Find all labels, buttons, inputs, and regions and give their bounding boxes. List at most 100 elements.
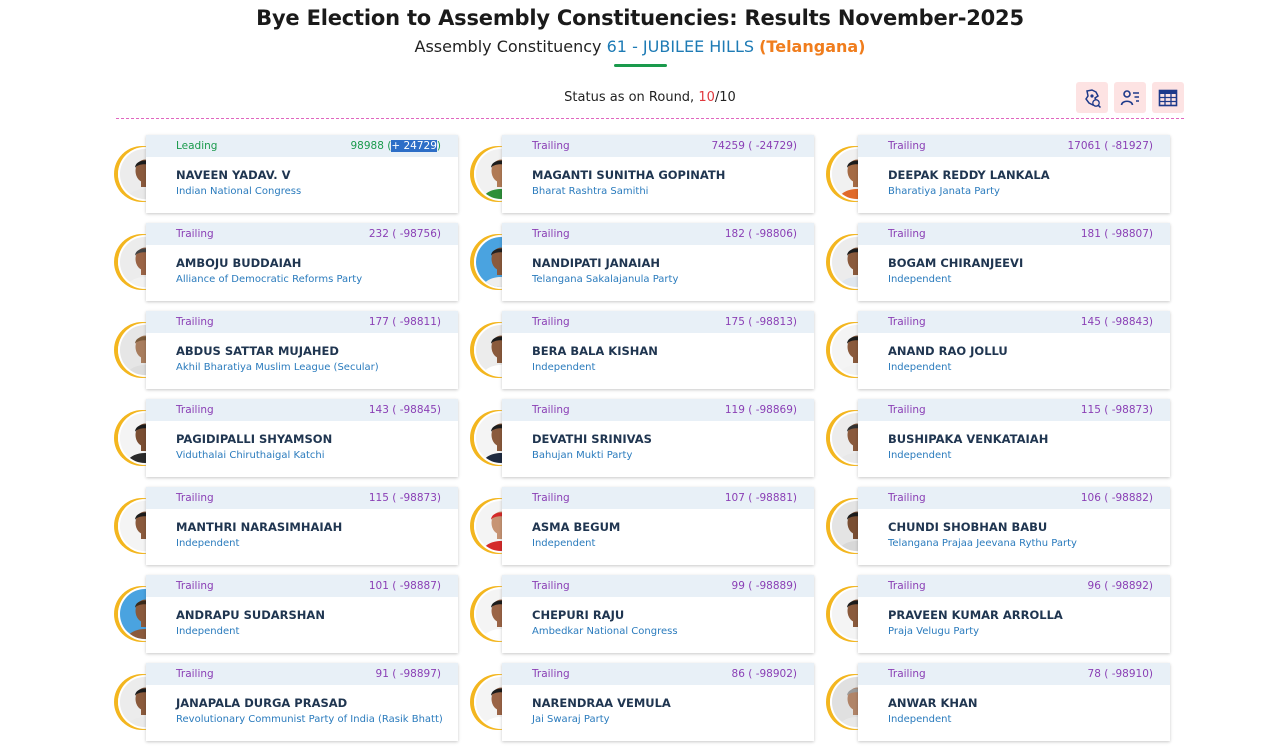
photo-ring [114,322,170,378]
candidate-list-icon [1120,89,1139,105]
candidate-margin-wrap: (+ 24729) [387,140,441,152]
candidate-info-panel: Trailing 74259 ( -24729) MAGANTI SUNITHA… [502,135,814,213]
candidate-status-bar: Trailing 175 ( -98813) [502,311,814,333]
candidate-card[interactable]: Trailing 106 ( -98882) CHUNDI SHOBHAN BA… [826,487,1170,565]
candidate-info-panel: Trailing 101 ( -98887) ANDRAPU SUDARSHAN… [146,575,458,653]
candidate-card[interactable]: Trailing 232 ( -98756) AMBOJU BUDDAIAH A… [114,223,458,301]
candidate-name: BOGAM CHIRANJEEVI [888,256,1024,270]
candidate-card[interactable]: Trailing 96 ( -98892) PRAVEEN KUMAR ARRO… [826,575,1170,653]
candidate-card[interactable]: Trailing 181 ( -98807) BOGAM CHIRANJEEVI… [826,223,1170,301]
candidate-margin-wrap: ( -98902) [748,668,797,680]
candidate-name: AMBOJU BUDDAIAH [176,256,302,270]
candidate-margin-wrap: ( -98892) [1104,580,1153,592]
candidate-card[interactable]: Trailing 115 ( -98873) BUSHIPAKA VENKATA… [826,399,1170,477]
photo-ring [826,410,882,466]
candidate-card[interactable]: Trailing 143 ( -98845) PAGIDIPALLI SHYAM… [114,399,458,477]
candidate-margin: -98756 [396,228,437,240]
status-bar: Status as on Round, 10/10 [116,82,1184,119]
candidate-info-panel: Trailing 182 ( -98806) NANDIPATI JANAIAH… [502,223,814,301]
round-status: Status as on Round, 10/10 [116,90,1184,105]
candidate-card[interactable]: Trailing 145 ( -98843) ANAND RAO JOLLU I… [826,311,1170,389]
candidate-card[interactable]: Trailing 119 ( -98869) DEVATHI SRINIVAS … [470,399,814,477]
candidate-margin: -98887 [396,580,437,592]
candidate-margin: -98806 [752,228,793,240]
candidate-margin-wrap: ( -98873) [1104,404,1153,416]
candidate-margin-wrap: ( -98889) [748,580,797,592]
candidate-status-bar: Trailing 106 ( -98882) [858,487,1170,509]
candidate-margin: -98910 [1108,668,1149,680]
candidate-margin-wrap: ( -98897) [392,668,441,680]
candidate-votes-line: 175 ( -98813) [725,316,797,328]
candidate-card[interactable]: Leading 98988 (+ 24729) NAVEEN YADAV. V … [114,135,458,213]
candidate-name: PAGIDIPALLI SHYAMSON [176,432,333,446]
candidate-party: Independent [176,538,240,549]
candidate-name: CHEPURI RAJU [532,608,625,622]
candidate-votes: 115 [368,492,389,504]
candidate-votes: 115 [1080,404,1101,416]
candidate-card[interactable]: Trailing 91 ( -98897) JANAPALA DURGA PRA… [114,663,458,741]
candidate-votes-line: 115 ( -98873) [1081,404,1153,416]
photo-ring [470,146,526,202]
photo-ring [470,674,526,730]
photo-ring [470,586,526,642]
title-underline [613,64,667,67]
candidate-votes: 177 [368,316,389,328]
photo-ring [114,498,170,554]
candidate-name: NAVEEN YADAV. V [176,168,291,182]
candidate-card[interactable]: Trailing 78 ( -98910) ANWAR KHAN Indepen… [826,663,1170,741]
candidate-margin: -98813 [752,316,793,328]
candidate-status-bar: Trailing 232 ( -98756) [146,223,458,245]
candidate-card[interactable]: Trailing 74259 ( -24729) MAGANTI SUNITHA… [470,135,814,213]
candidate-votes: 101 [368,580,389,592]
candidate-info-panel: Trailing 86 ( -98902) NARENDRAA VEMULA J… [502,663,814,741]
candidate-margin: -24729 [752,140,793,152]
candidate-info-panel: Trailing 96 ( -98892) PRAVEEN KUMAR ARRO… [858,575,1170,653]
candidate-margin: -98897 [396,668,437,680]
candidate-card[interactable]: Trailing 101 ( -98887) ANDRAPU SUDARSHAN… [114,575,458,653]
candidate-status: Trailing [532,228,570,240]
candidate-card[interactable]: Trailing 107 ( -98881) ASMA BEGUM Indepe… [470,487,814,565]
total-rounds: 10 [719,90,736,105]
candidate-votes: 74259 [711,140,745,152]
candidate-status: Trailing [176,316,214,328]
view-toolbar [1076,82,1184,113]
candidate-status-bar: Trailing 181 ( -98807) [858,223,1170,245]
candidate-status-bar: Trailing 177 ( -98811) [146,311,458,333]
candidate-party: Revolutionary Communist Party of India (… [176,714,443,725]
candidate-votes-line: 181 ( -98807) [1081,228,1153,240]
candidate-votes-line: 91 ( -98897) [376,668,441,680]
candidate-margin-wrap: ( -24729) [748,140,797,152]
candidate-party: Bharatiya Janata Party [888,186,1000,197]
candidate-votes-line: 101 ( -98887) [369,580,441,592]
candidate-votes-line: 106 ( -98882) [1081,492,1153,504]
photo-ring [114,234,170,290]
candidate-info-panel: Trailing 17061 ( -81927) DEEPAK REDDY LA… [858,135,1170,213]
candidate-party: Independent [888,362,952,373]
constituency-map-button[interactable] [1076,82,1108,113]
table-view-button[interactable] [1152,82,1184,113]
candidate-info-panel: Leading 98988 (+ 24729) NAVEEN YADAV. V … [146,135,458,213]
candidate-card[interactable]: Trailing 177 ( -98811) ABDUS SATTAR MUJA… [114,311,458,389]
candidate-card[interactable]: Trailing 86 ( -98902) NARENDRAA VEMULA J… [470,663,814,741]
candidate-status: Trailing [176,492,214,504]
candidate-status-bar: Trailing 115 ( -98873) [146,487,458,509]
candidate-margin: -98882 [1108,492,1149,504]
candidate-card[interactable]: Trailing 17061 ( -81927) DEEPAK REDDY LA… [826,135,1170,213]
candidate-party: Jai Swaraj Party [532,714,610,725]
candidate-card[interactable]: Trailing 175 ( -98813) BERA BALA KISHAN … [470,311,814,389]
candidate-card[interactable]: Trailing 115 ( -98873) MANTHRI NARASIMHA… [114,487,458,565]
candidate-status: Trailing [888,316,926,328]
candidate-card[interactable]: Trailing 182 ( -98806) NANDIPATI JANAIAH… [470,223,814,301]
candidate-votes: 98988 [350,140,384,152]
candidate-list-button[interactable] [1114,82,1146,113]
candidate-status: Trailing [532,404,570,416]
candidate-card[interactable]: Trailing 99 ( -98889) CHEPURI RAJU Ambed… [470,575,814,653]
candidate-status-bar: Trailing 91 ( -98897) [146,663,458,685]
photo-ring [826,586,882,642]
candidate-status-bar: Leading 98988 (+ 24729) [146,135,458,157]
candidate-name: ANAND RAO JOLLU [888,344,1008,358]
candidate-party: Independent [888,274,952,285]
candidate-margin-wrap: ( -98807) [1104,228,1153,240]
photo-ring [470,410,526,466]
candidate-info-panel: Trailing 107 ( -98881) ASMA BEGUM Indepe… [502,487,814,565]
